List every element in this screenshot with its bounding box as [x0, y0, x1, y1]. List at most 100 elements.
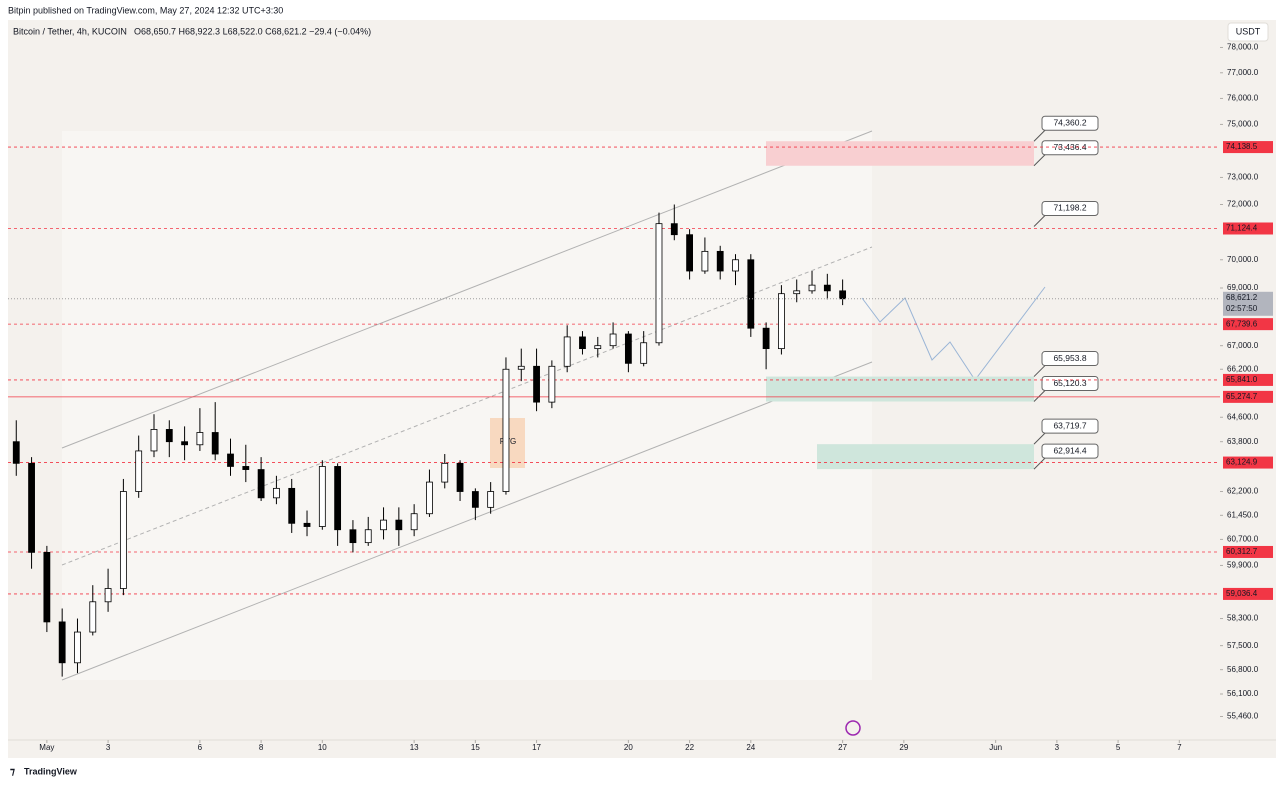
candle-body [670, 223, 678, 236]
x-tick-label: May [39, 743, 54, 752]
callout-leader [1033, 214, 1047, 227]
candle-body [135, 450, 143, 492]
channel-upper [61, 130, 873, 449]
y-tick-label: 64,600.0 [1227, 412, 1259, 421]
y-tick-label: 75,000.0 [1227, 120, 1259, 129]
y-tick-label: 66,200.0 [1227, 364, 1259, 373]
candle-body [288, 487, 296, 524]
channel-mid [61, 246, 873, 566]
x-tick-label: 22 [685, 743, 694, 752]
level-tag-label: 65,274.7 [1226, 392, 1258, 401]
candle-body [410, 513, 418, 531]
x-tick-label: 13 [410, 743, 419, 752]
channel-lower [61, 361, 873, 681]
y-tick-label: 78,000.0 [1227, 43, 1259, 52]
zone [766, 141, 1034, 166]
candle-body [12, 441, 20, 464]
y-tick-label: 56,800.0 [1227, 665, 1259, 674]
level-tag-label: 59,036.4 [1226, 589, 1258, 598]
candle-body [58, 621, 66, 664]
candle-body [334, 466, 342, 531]
callout-leader [1033, 431, 1047, 445]
level-tag [1223, 390, 1273, 403]
y-tick-label: 62,200.0 [1227, 487, 1259, 496]
candle-body [273, 487, 280, 499]
zone [766, 376, 1034, 402]
callout-leader [1033, 128, 1047, 142]
x-tick-label: 17 [532, 743, 541, 752]
candle-body [74, 631, 81, 664]
callout-label: 71,198.2 [1053, 203, 1086, 213]
candle-body [502, 368, 510, 492]
candle-body [563, 336, 571, 367]
candle-body [89, 601, 97, 633]
callout-leader [1033, 153, 1047, 167]
candle-body [28, 462, 35, 553]
candle-body [640, 342, 648, 364]
callout-label: 62,914.4 [1053, 445, 1086, 455]
footer-logo: ⁊ [10, 767, 15, 778]
y-tick-label: 76,000.0 [1227, 94, 1259, 103]
callout-label: 65,953.8 [1053, 353, 1086, 363]
y-tick-label: 73,000.0 [1227, 173, 1259, 182]
candle-body [227, 453, 234, 467]
x-tick-label: 3 [106, 743, 111, 752]
x-tick-label: 15 [471, 743, 480, 752]
candle-body [517, 365, 525, 370]
x-tick-label: 5 [1116, 743, 1121, 752]
currency-box[interactable] [1227, 22, 1269, 42]
candle-body [655, 223, 663, 344]
candle-body [257, 469, 265, 499]
candle-body [165, 429, 173, 443]
candle-body [43, 551, 51, 623]
x-tick-label: 27 [838, 743, 847, 752]
y-tick-label: 60,700.0 [1227, 535, 1259, 544]
candle-body [762, 327, 770, 350]
publisher: Bitpin published on TradingView.com, May… [8, 5, 283, 15]
candle-body [579, 336, 586, 350]
candle-body [487, 491, 495, 508]
candle-body [104, 588, 112, 603]
candle-body [456, 462, 464, 492]
callout-box [1041, 115, 1099, 131]
candle-body [196, 432, 204, 446]
level-tag [1223, 545, 1273, 558]
y-tick-label: 69,000.0 [1227, 283, 1259, 292]
callout-leader [1033, 456, 1047, 470]
candle-body [747, 259, 755, 329]
callout-box [1041, 351, 1099, 367]
level-tag [1223, 587, 1273, 600]
candle-body [119, 491, 127, 589]
level-tag-label: 65,841.0 [1226, 375, 1258, 384]
y-tick-label: 57,500.0 [1227, 641, 1259, 650]
currency[interactable]: USDT [1236, 26, 1261, 36]
candle-body [441, 462, 449, 483]
footer-brand: TradingView [24, 766, 78, 776]
candle-body [701, 250, 709, 272]
event-icon[interactable] [845, 720, 861, 736]
level-tag [1223, 141, 1273, 154]
x-tick-label: 24 [746, 743, 755, 752]
x-tick-label: 10 [318, 743, 327, 752]
callout-leader [1033, 389, 1047, 402]
level-tag-label: 74,138.5 [1226, 142, 1258, 151]
y-tick-label: 56,100.0 [1227, 689, 1259, 698]
candle-body [533, 365, 540, 403]
y-tick-label: 55,460.0 [1227, 712, 1259, 721]
candle-body [303, 522, 311, 527]
callout-box [1041, 418, 1099, 434]
level-tag-label: 60,312.7 [1226, 547, 1258, 556]
candle-body [624, 333, 632, 364]
candle-body [793, 290, 801, 295]
level-tag-label: 63,124.9 [1226, 458, 1258, 467]
current-tag-label: 68,621.2 [1226, 293, 1258, 302]
x-tick-label: 29 [899, 743, 908, 752]
candle-body [181, 441, 188, 446]
level-tag [1223, 222, 1273, 235]
zone [817, 444, 1034, 470]
candle-body [548, 365, 556, 403]
candle-body [778, 293, 785, 350]
callout-box [1041, 443, 1099, 459]
y-tick-label: 77,000.0 [1227, 68, 1259, 77]
